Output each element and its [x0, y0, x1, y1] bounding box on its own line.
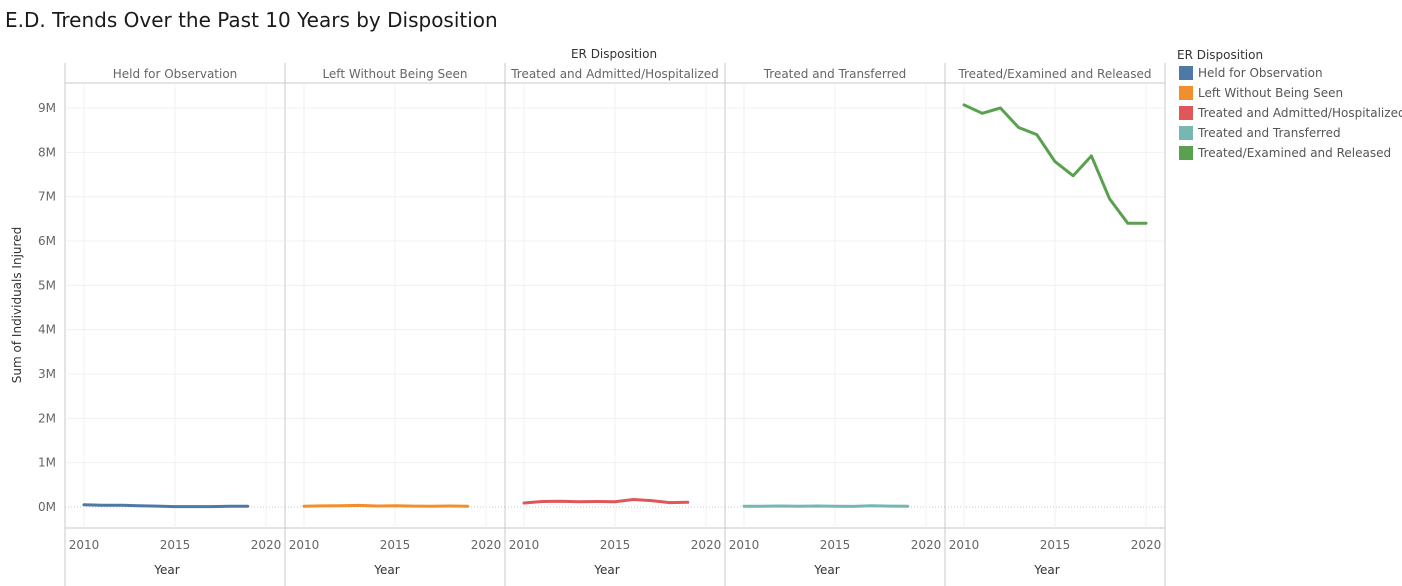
x-tick-label: 2020 [471, 538, 502, 552]
legend-item-label: Left Without Being Seen [1198, 86, 1343, 100]
legend-swatch [1179, 66, 1193, 80]
panel: Left Without Being Seen 2010 2015 2020 Year [284, 63, 505, 586]
panel: Treated/Examined and Released 2010 2015 202… [944, 63, 1165, 586]
x-tick-label: 2010 [509, 538, 540, 552]
legend-title: ER Disposition [1177, 48, 1263, 62]
x-tick-label: 2010 [289, 538, 320, 552]
x-tick-label: 2020 [1131, 538, 1162, 552]
y-tick-label: 5M [38, 278, 56, 292]
panel-title: Treated and Transferred [763, 67, 907, 81]
y-tick-label: 1M [38, 456, 56, 470]
x-tick-label: 2010 [949, 538, 980, 552]
x-axis-label: Year [593, 563, 619, 577]
panel-title: Treated/Examined and Released [957, 67, 1151, 81]
x-tick-label: 2015 [380, 538, 411, 552]
legend: ER Disposition Held for Observation Left … [1177, 48, 1402, 160]
legend-item-label: Treated and Admitted/Hospitalized [1197, 106, 1402, 120]
y-axis: 0M 1M 2M 3M 4M 5M 6M 7M 8M 9M [38, 101, 56, 514]
panel-title: Held for Observation [113, 67, 238, 81]
panel: Treated and Admitted/Hospitalized 2010 201… [504, 63, 725, 586]
y-tick-label: 0M [38, 500, 56, 514]
series-line [302, 503, 470, 508]
legend-swatch [1179, 146, 1193, 160]
x-tick-label: 2020 [251, 538, 282, 552]
panel-title: Left Without Being Seen [322, 67, 467, 81]
x-tick-label: 2015 [820, 538, 851, 552]
x-tick-label: 2015 [600, 538, 631, 552]
series-line [82, 503, 250, 509]
chart-title: E.D. Trends Over the Past 10 Years by Di… [5, 8, 498, 32]
y-tick-label: 8M [38, 145, 56, 159]
y-axis-label: Sum of Individuals Injured [10, 227, 24, 383]
legend-item-label: Treated/Examined and Released [1197, 146, 1391, 160]
x-axis-label: Year [1033, 563, 1059, 577]
x-axis-label: Year [373, 563, 399, 577]
y-tick-label: 3M [38, 367, 56, 381]
panel-title: Treated and Admitted/Hospitalized [510, 67, 719, 81]
y-tick-label: 4M [38, 323, 56, 337]
legend-swatch [1179, 86, 1193, 100]
legend-swatch [1179, 106, 1193, 120]
x-tick-label: 2010 [729, 538, 760, 552]
x-tick-label: 2020 [691, 538, 722, 552]
y-tick-label: 9M [38, 101, 56, 115]
x-tick-label: 2015 [160, 538, 191, 552]
series-line [742, 504, 910, 508]
x-tick-label: 2020 [911, 538, 942, 552]
panel: Treated and Transferred 2010 2015 2020 Year [724, 63, 945, 586]
x-tick-label: 2010 [69, 538, 100, 552]
series-line [522, 498, 690, 505]
x-axis-label: Year [813, 563, 839, 577]
panel: Held for Observation 2010 2015 2020 Year [65, 67, 285, 577]
y-tick-label: 7M [38, 190, 56, 204]
y-tick-label: 2M [38, 411, 56, 425]
x-axis-label: Year [153, 563, 179, 577]
column-header: ER Disposition [571, 47, 657, 61]
series-line [962, 103, 1148, 225]
legend-item-label: Treated and Transferred [1197, 126, 1341, 140]
legend-swatch [1179, 126, 1193, 140]
y-tick-label: 6M [38, 234, 56, 248]
legend-item-label: Held for Observation [1198, 66, 1323, 80]
x-tick-label: 2015 [1040, 538, 1071, 552]
